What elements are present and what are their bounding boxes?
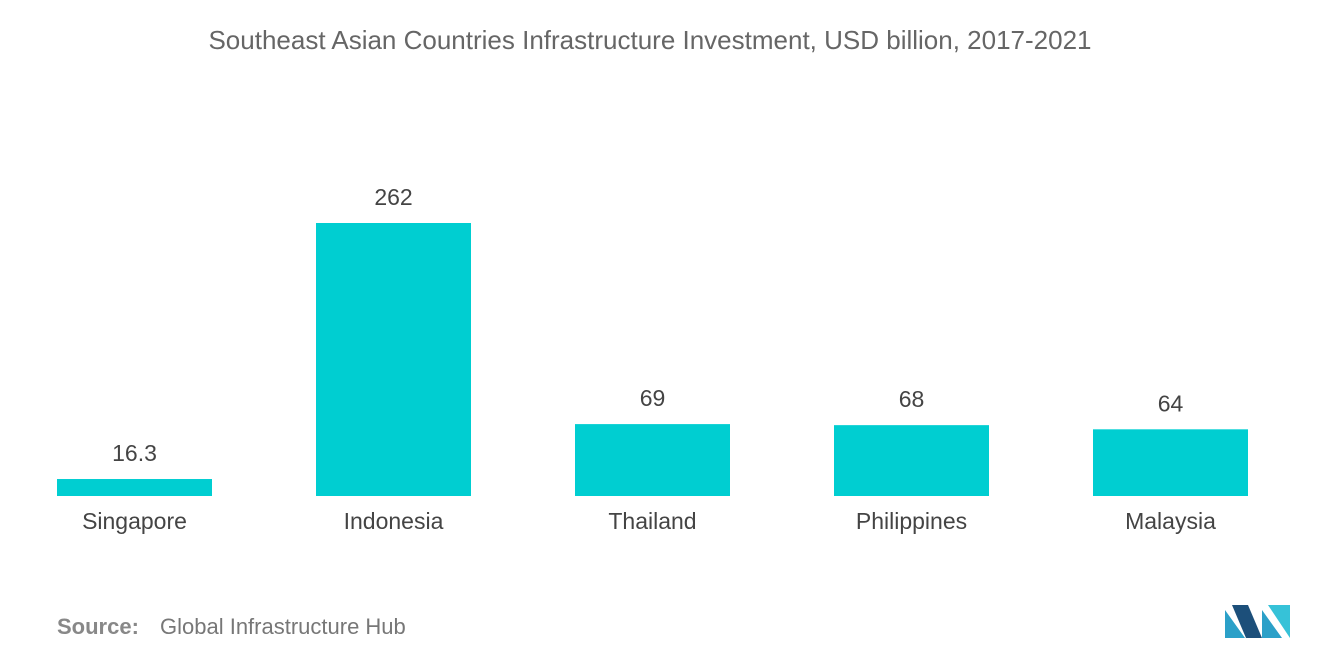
bar — [575, 424, 730, 496]
x-tick-label: Thailand — [608, 508, 696, 534]
logo — [1225, 605, 1290, 638]
x-tick-label: Indonesia — [344, 508, 444, 534]
source-label: Source: — [57, 614, 139, 639]
source: Global Infrastructure Hub — [160, 614, 406, 639]
x-tick-label: Philippines — [856, 508, 967, 534]
bar — [1093, 429, 1248, 496]
logo-part — [1232, 605, 1262, 638]
value-label: 16.3 — [112, 440, 157, 466]
x-tick-label: Singapore — [82, 508, 187, 534]
logo-part — [1262, 610, 1282, 638]
logo-part — [1225, 610, 1245, 638]
x-tick-label: Malaysia — [1125, 508, 1216, 534]
logo-part — [1268, 605, 1290, 638]
bar — [57, 479, 212, 496]
value-label: 68 — [899, 386, 925, 412]
value-label: 64 — [1158, 390, 1184, 416]
value-label: 69 — [640, 385, 666, 411]
value-label: 262 — [374, 184, 412, 210]
chart-title: Southeast Asian Countries Infrastructure… — [208, 25, 1091, 55]
bar — [834, 425, 989, 496]
bar — [316, 223, 471, 496]
